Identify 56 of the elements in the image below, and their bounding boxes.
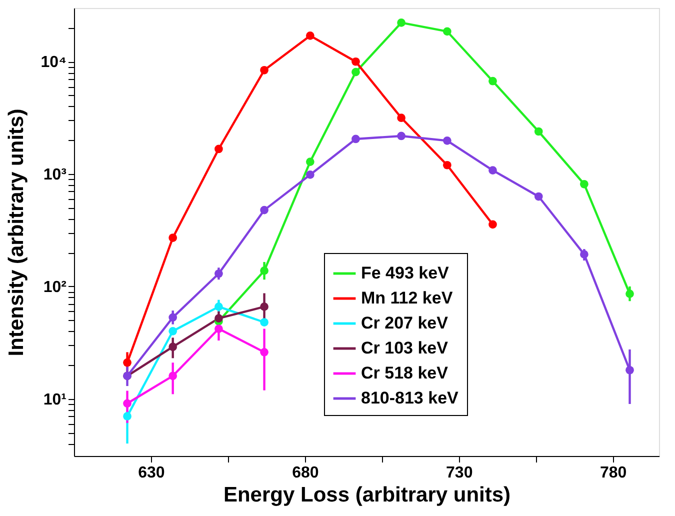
point xyxy=(442,27,452,36)
x-axis-title: Energy Loss (arbitrary units) xyxy=(223,484,511,506)
point xyxy=(352,68,360,76)
point xyxy=(123,412,132,420)
point xyxy=(214,324,223,333)
point xyxy=(214,144,223,154)
y-tick-label: 10⁴ xyxy=(40,54,67,72)
point xyxy=(626,366,634,374)
point xyxy=(488,220,497,229)
point xyxy=(260,206,268,214)
point xyxy=(352,57,360,66)
point xyxy=(626,290,634,298)
point xyxy=(306,32,314,40)
point xyxy=(260,266,268,275)
point xyxy=(123,399,132,408)
point xyxy=(580,180,588,188)
point xyxy=(260,66,268,74)
point xyxy=(534,192,543,201)
point xyxy=(214,269,223,278)
y-tick-label: 10² xyxy=(43,278,66,296)
y-axis-title: Intensity (arbitrary units) xyxy=(4,108,28,356)
point xyxy=(306,158,314,166)
point xyxy=(214,302,223,311)
point xyxy=(442,160,452,170)
legend-label: Cr 103 keV xyxy=(361,338,449,358)
point xyxy=(397,18,406,27)
point xyxy=(168,372,178,380)
point xyxy=(260,348,268,356)
point xyxy=(397,114,406,122)
point xyxy=(397,132,406,140)
legend-label: Mn 112 keV xyxy=(361,288,454,308)
point xyxy=(168,234,178,242)
point xyxy=(260,318,268,326)
point xyxy=(260,302,268,311)
legend-label: Fe 493 keV xyxy=(361,264,450,282)
x-tick-label: 680 xyxy=(292,464,319,482)
legend-label: Cr 207 keV xyxy=(361,314,449,332)
point xyxy=(214,314,223,323)
point xyxy=(534,127,543,136)
y-tick-label: 10³ xyxy=(43,166,66,184)
point xyxy=(442,136,452,145)
point xyxy=(488,166,497,174)
point xyxy=(488,76,497,86)
x-tick-label: 630 xyxy=(138,464,165,482)
point xyxy=(580,250,588,259)
legend-label: Cr 518 keV xyxy=(361,364,449,382)
point xyxy=(123,358,132,367)
point xyxy=(168,313,178,322)
point xyxy=(352,134,360,144)
point xyxy=(306,170,314,179)
point xyxy=(168,342,178,352)
legend-label: 810-813 keV xyxy=(361,388,460,408)
point xyxy=(168,326,178,336)
y-tick-label: 10¹ xyxy=(43,391,66,408)
x-tick-label: 780 xyxy=(600,464,627,482)
x-tick-label: 730 xyxy=(446,464,473,482)
